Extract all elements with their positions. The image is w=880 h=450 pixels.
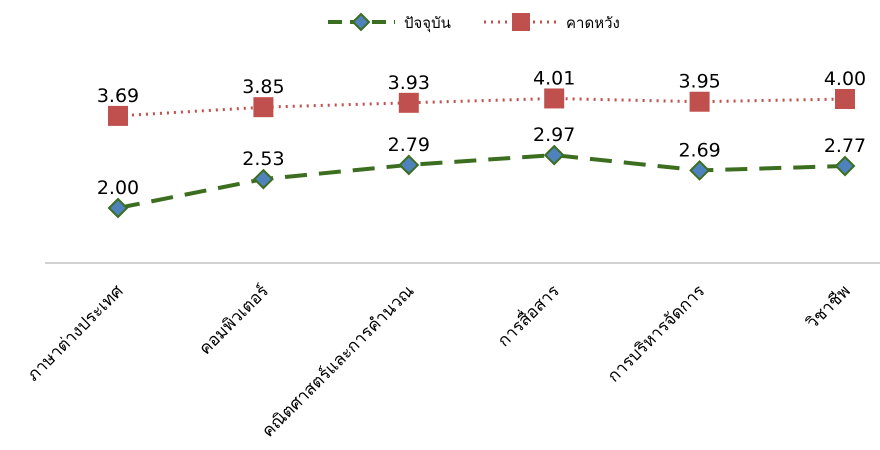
x-tick-label: คอมพิวเตอร์ xyxy=(195,281,273,359)
data-label-current: 2.00 xyxy=(97,177,139,199)
data-label-expected: 4.01 xyxy=(533,67,575,89)
legend-label-expected: คาดหวัง xyxy=(566,14,620,32)
x-tick-label: วิชาชีพ xyxy=(802,281,854,333)
data-label-current: 2.77 xyxy=(824,135,866,157)
point-current xyxy=(543,144,565,166)
legend-marker-current xyxy=(351,12,371,32)
point-expected xyxy=(689,91,710,112)
point-expected xyxy=(253,97,274,118)
point-current xyxy=(398,154,420,176)
data-label-expected: 3.93 xyxy=(388,72,430,94)
data-label-expected: 4.00 xyxy=(824,68,866,90)
data-label-current: 2.53 xyxy=(242,148,284,170)
point-current xyxy=(689,159,711,181)
data-labels: 2.00 2.53 2.79 2.97 2.69 2.77 3.69 3.85 3.93 4.01… xyxy=(97,67,866,199)
x-tick-label: การสื่อสาร xyxy=(492,279,564,351)
legend-marker-expected xyxy=(512,13,530,31)
legend-item-expected: คาดหวัง xyxy=(484,13,620,32)
series-line-current xyxy=(117,153,846,210)
markers xyxy=(107,88,856,219)
point-expected xyxy=(544,88,565,109)
x-tick-labels: ภาษาต่างประเทศ คอมพิวเตอร์ คณิตศาสตร์และ… xyxy=(23,279,854,441)
data-label-expected: 3.95 xyxy=(678,71,720,93)
x-tick-label: ภาษาต่างประเทศ xyxy=(23,281,127,385)
point-current xyxy=(252,168,274,190)
data-label-current: 2.97 xyxy=(533,124,575,146)
data-label-expected: 3.85 xyxy=(242,76,284,98)
data-label-current: 2.79 xyxy=(388,134,430,156)
legend-label-current: ปัจจุบัน xyxy=(404,14,451,33)
point-current xyxy=(107,197,129,219)
legend-item-current: ปัจจุบัน xyxy=(328,12,451,33)
series-line-expected xyxy=(117,96,846,118)
point-expected xyxy=(398,92,419,113)
point-current xyxy=(834,155,856,177)
data-label-expected: 3.69 xyxy=(97,85,139,107)
point-expected xyxy=(835,89,855,109)
data-label-current: 2.69 xyxy=(678,139,720,161)
legend: ปัจจุบัน คาดหวัง xyxy=(328,12,620,33)
point-expected xyxy=(108,105,128,126)
x-tick-label: คณิตศาสตร์และการคำนวณ xyxy=(258,281,418,441)
x-tick-label: การบริหารจัดการ xyxy=(604,281,709,386)
